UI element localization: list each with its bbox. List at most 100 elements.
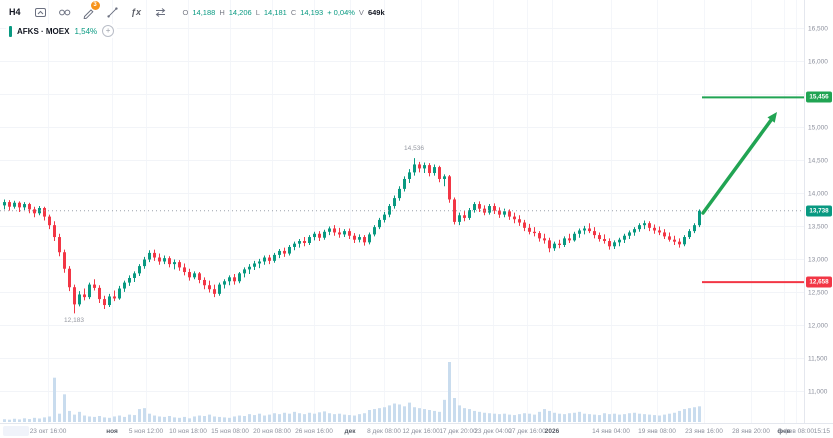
volume-bar — [193, 416, 196, 422]
drawings-button[interactable]: 3 — [81, 0, 100, 20]
volume-bar — [303, 414, 306, 422]
volume-value: 649k — [367, 7, 385, 17]
candle — [163, 258, 166, 262]
time-tick: 8 дек 08:00 — [367, 428, 401, 435]
volume-bar — [503, 413, 506, 422]
candle — [328, 228, 331, 232]
candle — [288, 246, 291, 254]
volume-bar — [418, 408, 421, 422]
volume-bar — [493, 413, 496, 422]
volume-bar — [258, 413, 261, 422]
volume-bar — [353, 415, 356, 422]
compare-button[interactable] — [57, 5, 72, 20]
volume-bar — [478, 411, 481, 422]
candle — [543, 238, 546, 241]
volume-bar — [3, 419, 6, 422]
candle — [623, 235, 626, 240]
volume-bar — [383, 407, 386, 422]
volume-bar — [693, 407, 696, 422]
volume-bar — [93, 416, 96, 422]
volume-bar — [53, 377, 56, 422]
volume-bar — [138, 409, 141, 422]
price-tick: 14,000 — [808, 190, 828, 197]
candle — [38, 208, 41, 214]
candle — [148, 252, 151, 260]
volume-bar — [73, 414, 76, 422]
chart-layout-button[interactable] — [33, 5, 48, 20]
candle — [443, 176, 446, 179]
volume-bar — [683, 409, 686, 422]
candle — [273, 254, 276, 261]
timeframe-button[interactable]: H4 — [9, 7, 21, 17]
volume-bar — [593, 414, 596, 422]
volume-bar — [33, 417, 36, 422]
volume-bar — [198, 415, 201, 422]
add-plus-icon[interactable]: + — [102, 25, 115, 37]
volume-bar — [628, 413, 631, 422]
candle — [453, 199, 456, 222]
indicators-button[interactable]: ƒx — [129, 5, 144, 20]
clock-readout: 15:15 — [813, 428, 830, 435]
candle — [513, 216, 516, 220]
volume-bar — [178, 417, 181, 422]
candle — [113, 296, 116, 299]
candle — [348, 231, 351, 236]
candle — [23, 204, 26, 208]
chart-toolbar: H4 3 ƒx — [6, 0, 385, 21]
volume-bar — [63, 394, 66, 422]
candle — [418, 164, 421, 169]
replay-button[interactable] — [153, 5, 168, 20]
time-axis[interactable]: 23 окт 16:00 ноя 5 ноя 12:00 10 ноя 18:00 15… — [0, 423, 833, 438]
time-tick: 2026 — [544, 428, 560, 435]
candle — [493, 206, 496, 211]
candle — [463, 215, 466, 218]
volume-bar — [208, 414, 211, 422]
candle — [278, 250, 281, 255]
volume-bar — [58, 413, 61, 422]
candle — [228, 277, 231, 282]
trendline-tool-button[interactable] — [105, 5, 120, 20]
volume-bar — [453, 398, 456, 422]
candle — [313, 233, 316, 238]
volume-bar — [443, 399, 446, 422]
arrow-line[interactable] — [701, 118, 773, 215]
price-axis[interactable]: 16,500 16,000 15,000 14,500 14,000 13,500 13,0… — [804, 0, 833, 423]
price-tick: 16,000 — [808, 58, 828, 65]
candle — [363, 237, 366, 243]
volume-bar — [8, 419, 11, 422]
candle — [593, 231, 596, 236]
candle — [473, 204, 476, 210]
candle — [223, 281, 226, 285]
volume-bar — [228, 417, 231, 422]
candle — [578, 230, 581, 234]
volume-bar — [558, 413, 561, 422]
bottom-left-chip[interactable] — [3, 426, 29, 436]
volume-bar — [428, 410, 431, 422]
candle — [368, 234, 371, 243]
volume-bar — [18, 419, 21, 422]
volume-bar — [23, 418, 26, 422]
time-tick: 15 ноя 08:00 — [211, 428, 249, 435]
candle — [83, 294, 86, 298]
candle — [138, 266, 141, 274]
candle — [498, 210, 501, 215]
candle — [548, 240, 551, 249]
candle — [268, 257, 271, 261]
candle — [588, 228, 591, 232]
volume-bar — [283, 412, 286, 422]
volume-bar — [578, 411, 581, 422]
volume-bar — [423, 409, 426, 422]
volume-bar — [328, 413, 331, 422]
candle — [478, 204, 481, 209]
symbol-name[interactable]: AFKS · MOEX — [17, 26, 70, 36]
candle — [213, 289, 216, 294]
volume-bar — [648, 414, 651, 422]
volume-bar — [203, 416, 206, 422]
volume-bar — [153, 415, 156, 422]
candle — [568, 238, 571, 241]
volume-bar — [173, 417, 176, 422]
volume-bar — [398, 404, 401, 422]
volume-bar — [438, 411, 441, 422]
candle — [238, 273, 241, 282]
